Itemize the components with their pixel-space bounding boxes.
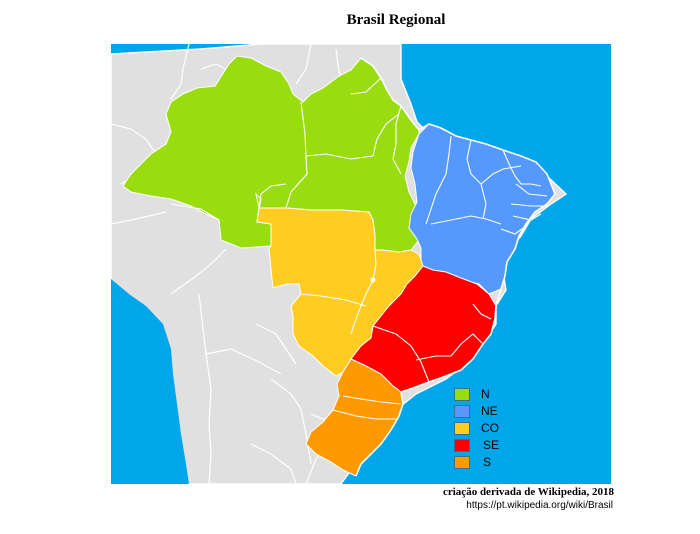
map-frame bbox=[111, 44, 611, 484]
legend-item-s: S bbox=[454, 454, 524, 471]
brazil-regional-map bbox=[111, 44, 611, 484]
legend-label-se: SE bbox=[483, 438, 500, 452]
northeast-state-borders bbox=[425, 135, 549, 235]
source-url[interactable]: https://pt.wikipedia.org/wiki/Brasil bbox=[466, 500, 613, 511]
legend-label-s: S bbox=[483, 455, 492, 469]
north-state-borders bbox=[170, 77, 402, 221]
credit-text: criação derivada de Wikipedia, 2018 bbox=[442, 486, 614, 498]
legend-swatch-co bbox=[454, 422, 470, 435]
legend-label-n: N bbox=[481, 387, 490, 401]
center-west-state-borders bbox=[300, 249, 377, 335]
legend-swatch-se bbox=[454, 439, 470, 452]
legend-item-ne: NE bbox=[454, 403, 524, 420]
map-title: Brasil Regional bbox=[346, 12, 446, 28]
legend-item-co: CO bbox=[454, 420, 524, 437]
legend-item-se: SE bbox=[454, 437, 524, 454]
legend-swatch-s bbox=[454, 456, 470, 469]
legend-label-ne: NE bbox=[481, 404, 498, 418]
south-state-borders bbox=[332, 395, 402, 420]
map-legend: N NE CO SE S bbox=[454, 386, 524, 471]
pacific-coast bbox=[111, 279, 189, 484]
legend-swatch-n bbox=[454, 388, 470, 401]
legend-swatch-ne bbox=[454, 405, 470, 418]
legend-item-n: N bbox=[454, 386, 524, 403]
atlantic-coastline bbox=[355, 57, 556, 477]
legend-label-co: CO bbox=[481, 421, 499, 435]
southeast-state-borders bbox=[372, 303, 492, 383]
